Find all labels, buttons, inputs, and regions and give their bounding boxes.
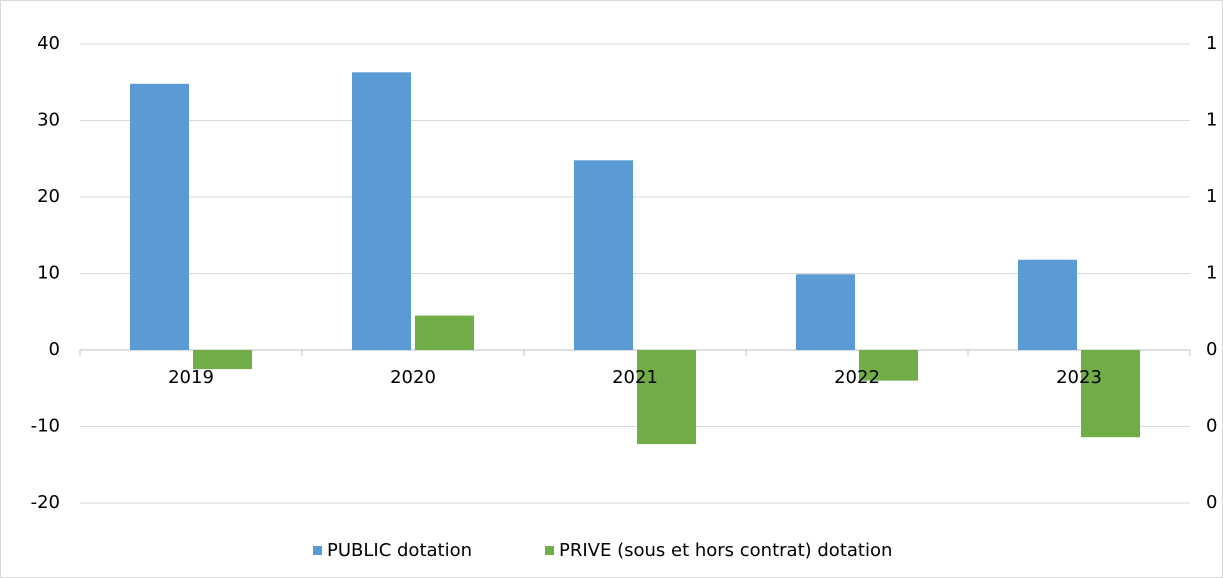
y2-tick-label: 1 bbox=[1206, 110, 1217, 131]
bar bbox=[352, 72, 411, 351]
y2-tick-label: 1 bbox=[1206, 186, 1217, 207]
y-tick-label: 20 bbox=[37, 186, 60, 207]
y-tick-label: 30 bbox=[37, 110, 60, 131]
y2-tick-label: 1 bbox=[1206, 33, 1217, 54]
bar bbox=[796, 274, 855, 350]
x-tick-label: 2023 bbox=[1056, 367, 1102, 388]
legend-swatch bbox=[313, 546, 322, 555]
bar bbox=[859, 350, 918, 381]
x-tick-label: 2020 bbox=[390, 367, 436, 388]
x-tick-label: 2021 bbox=[612, 367, 658, 388]
y-tick-label: 0 bbox=[49, 339, 60, 360]
legend-label: PUBLIC dotation bbox=[327, 540, 472, 561]
y-tick-label: 40 bbox=[37, 33, 60, 54]
bar bbox=[130, 83, 189, 350]
y-tick-label: -20 bbox=[31, 492, 60, 513]
bar bbox=[574, 160, 633, 350]
bar bbox=[193, 350, 252, 370]
bar bbox=[415, 315, 474, 350]
y2-tick-label: 0 bbox=[1206, 416, 1217, 437]
y-tick-label: -10 bbox=[31, 416, 60, 437]
y2-tick-label: 0 bbox=[1206, 492, 1217, 513]
x-tick-label: 2019 bbox=[168, 367, 214, 388]
legend-label: PRIVE (sous et hors contrat) dotation bbox=[559, 540, 892, 561]
legend-swatch bbox=[545, 546, 554, 555]
y-tick-label: 10 bbox=[37, 263, 60, 284]
y2-tick-label: 0 bbox=[1206, 339, 1217, 360]
bar bbox=[1081, 350, 1140, 438]
x-tick-label: 2022 bbox=[834, 367, 880, 388]
bar bbox=[637, 350, 696, 445]
y2-tick-label: 1 bbox=[1206, 263, 1217, 284]
bar bbox=[1018, 259, 1077, 350]
